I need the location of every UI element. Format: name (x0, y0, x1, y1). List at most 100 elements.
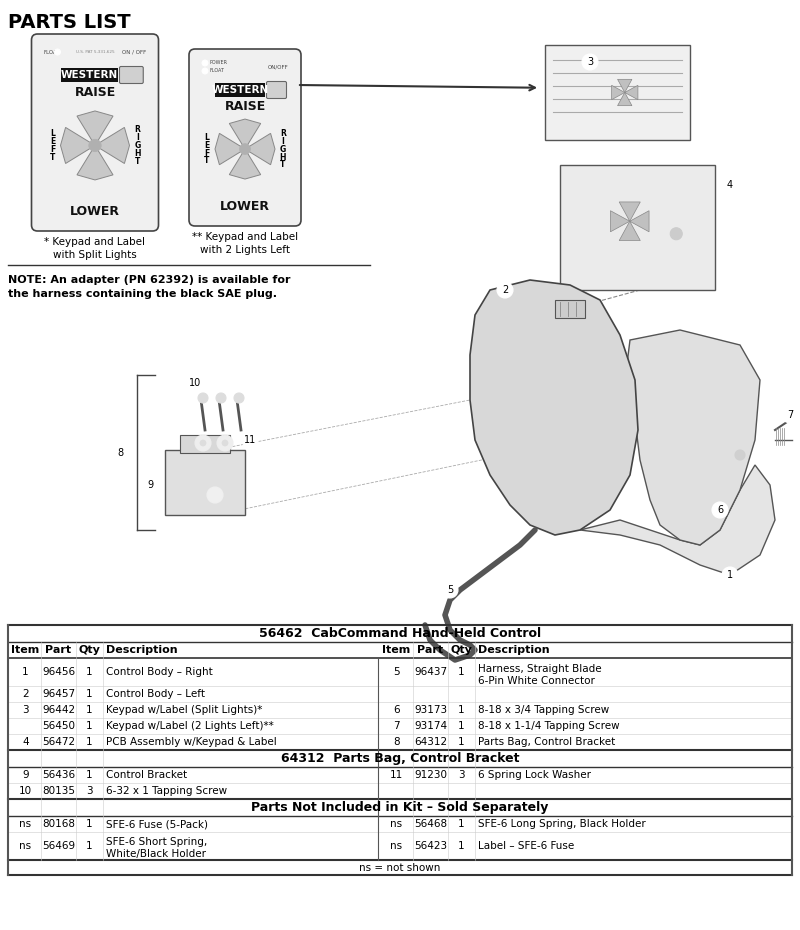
Circle shape (782, 407, 798, 423)
Text: ** Keypad and Label
with 2 Lights Left: ** Keypad and Label with 2 Lights Left (192, 232, 298, 255)
Text: Control Body – Right: Control Body – Right (106, 667, 213, 677)
FancyBboxPatch shape (560, 165, 715, 290)
Text: 56436: 56436 (42, 770, 75, 780)
FancyBboxPatch shape (119, 67, 143, 84)
Text: 1: 1 (458, 841, 465, 851)
Text: 8: 8 (117, 448, 123, 458)
FancyBboxPatch shape (555, 300, 585, 318)
Text: R
I
G
H
T: R I G H T (280, 128, 286, 169)
FancyBboxPatch shape (215, 83, 265, 97)
Text: 8: 8 (393, 737, 400, 747)
Text: WESTERN: WESTERN (211, 85, 269, 95)
Polygon shape (625, 86, 638, 100)
Text: RAISE: RAISE (74, 86, 116, 99)
Text: Item: Item (11, 645, 40, 655)
Text: Item: Item (382, 645, 410, 655)
Text: Part: Part (418, 645, 443, 655)
Circle shape (222, 440, 228, 446)
Polygon shape (95, 127, 130, 164)
Text: 1: 1 (86, 667, 93, 677)
Text: Control Bracket: Control Bracket (106, 770, 187, 780)
Circle shape (497, 282, 513, 298)
Circle shape (89, 140, 102, 152)
Circle shape (234, 393, 244, 403)
Text: WESTERN: WESTERN (61, 70, 118, 80)
Text: L
E
F
T: L E F T (204, 133, 210, 166)
Text: 1: 1 (86, 737, 93, 747)
Text: Description: Description (106, 645, 178, 655)
Text: 2: 2 (502, 285, 508, 295)
Text: 3: 3 (587, 57, 593, 67)
Text: 2: 2 (22, 689, 29, 699)
Text: 6-Pin White Connector: 6-Pin White Connector (478, 676, 595, 686)
Text: 6 Spring Lock Washer: 6 Spring Lock Washer (478, 770, 591, 780)
Text: 11: 11 (244, 435, 256, 445)
Polygon shape (230, 119, 261, 149)
Circle shape (200, 440, 206, 446)
Text: Keypad w/Label (2 Lights Left)**: Keypad w/Label (2 Lights Left)** (106, 721, 274, 731)
Text: 4: 4 (727, 180, 733, 190)
Text: 56468: 56468 (414, 819, 447, 829)
Text: 1: 1 (86, 721, 93, 731)
Text: 6: 6 (717, 505, 723, 515)
Circle shape (198, 393, 208, 403)
Text: ns: ns (19, 841, 31, 851)
Text: 10: 10 (19, 786, 32, 796)
Text: 1: 1 (458, 819, 465, 829)
Text: ON/OFF: ON/OFF (268, 64, 289, 70)
Circle shape (112, 445, 128, 461)
Text: 1: 1 (86, 770, 93, 780)
Circle shape (202, 68, 208, 74)
Text: SFE-6 Short Spring,: SFE-6 Short Spring, (106, 837, 207, 847)
Text: ns: ns (19, 819, 31, 829)
Circle shape (722, 177, 738, 193)
Polygon shape (580, 465, 775, 575)
Circle shape (712, 502, 728, 518)
FancyBboxPatch shape (266, 82, 286, 99)
Text: POWER: POWER (209, 60, 227, 65)
Text: Qty: Qty (450, 645, 473, 655)
Polygon shape (77, 145, 113, 179)
FancyBboxPatch shape (31, 34, 158, 231)
Text: 1: 1 (458, 667, 465, 677)
Polygon shape (619, 221, 640, 241)
Text: 56469: 56469 (42, 841, 75, 851)
Circle shape (582, 54, 598, 70)
Text: 1: 1 (458, 737, 465, 747)
Circle shape (240, 143, 250, 154)
Text: ns: ns (390, 819, 402, 829)
Text: SFE-6 Long Spring, Black Holder: SFE-6 Long Spring, Black Holder (478, 819, 646, 829)
Text: 96442: 96442 (42, 705, 75, 715)
Text: 64312: 64312 (414, 737, 447, 747)
Circle shape (207, 487, 223, 503)
Text: 1: 1 (86, 705, 93, 715)
Text: 7: 7 (393, 721, 400, 731)
Text: 56450: 56450 (42, 721, 75, 731)
Text: LOWER: LOWER (70, 205, 120, 218)
Text: 64312  Parts Bag, Control Bracket: 64312 Parts Bag, Control Bracket (281, 752, 519, 765)
Text: 9: 9 (22, 770, 29, 780)
Text: 1: 1 (86, 689, 93, 699)
Text: 1: 1 (458, 721, 465, 731)
Text: 1: 1 (22, 667, 29, 677)
Circle shape (242, 432, 258, 448)
Text: 56462  CabCommand Hand-Held Control: 56462 CabCommand Hand-Held Control (259, 627, 541, 640)
Text: Harness, Straight Blade: Harness, Straight Blade (478, 664, 602, 674)
Polygon shape (61, 127, 95, 164)
Text: LOWER: LOWER (220, 200, 270, 212)
Text: 4: 4 (22, 737, 29, 747)
Circle shape (722, 567, 738, 583)
FancyBboxPatch shape (165, 450, 245, 515)
Text: 3: 3 (22, 705, 29, 715)
Text: 91230: 91230 (414, 770, 447, 780)
Circle shape (195, 435, 211, 451)
Circle shape (442, 582, 458, 598)
Polygon shape (470, 280, 638, 535)
Text: 9: 9 (147, 480, 153, 490)
Text: U.S. PAT 5,331,625: U.S. PAT 5,331,625 (76, 50, 114, 54)
Text: NOTE: An adapter (PN 62392) is available for
the harness containing the black SA: NOTE: An adapter (PN 62392) is available… (8, 275, 290, 299)
Text: Part: Part (46, 645, 71, 655)
Polygon shape (619, 202, 640, 221)
Polygon shape (215, 133, 245, 165)
Text: Label – SFE-6 Fuse: Label – SFE-6 Fuse (478, 841, 574, 851)
